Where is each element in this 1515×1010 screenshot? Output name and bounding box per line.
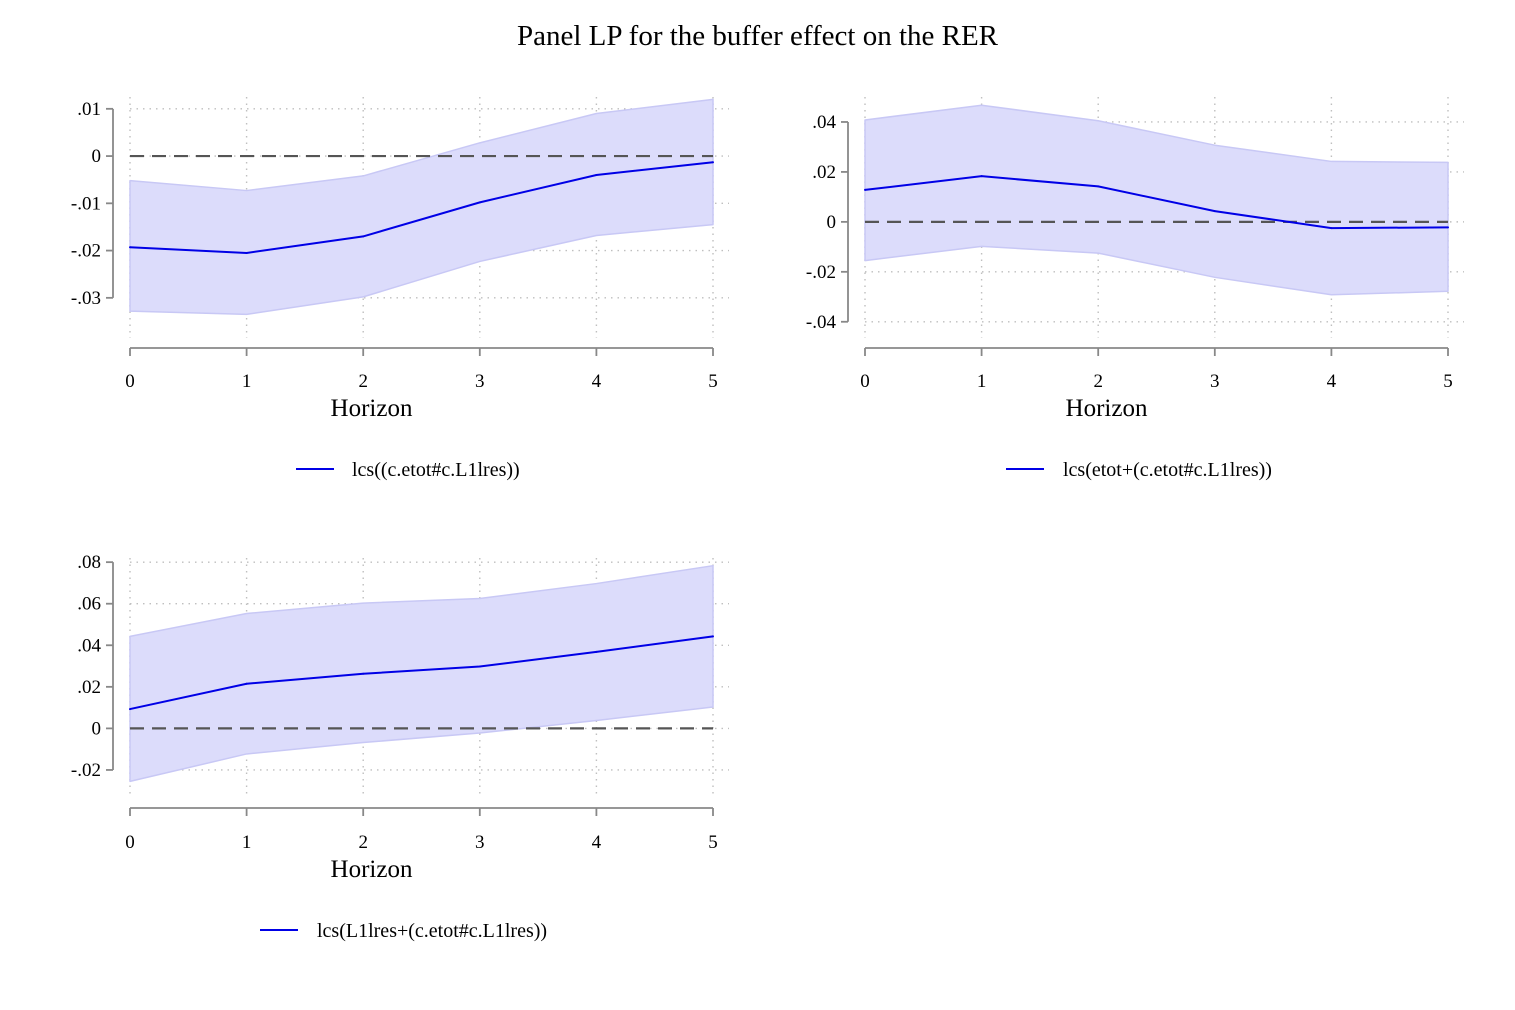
y-tick-label: .06 <box>77 594 101 615</box>
x-tick-label: 5 <box>1443 371 1453 392</box>
series-line-1 <box>864 175 1449 230</box>
y-tick-label: -.02 <box>806 262 836 283</box>
y-tick-label: .08 <box>77 552 101 573</box>
x-tick-label: 3 <box>1210 371 1220 392</box>
series-line-1 <box>129 635 714 711</box>
x-axis-title: Horizon <box>331 395 413 422</box>
y-tick-label: -.04 <box>806 312 837 333</box>
x-tick-label: 5 <box>708 832 718 853</box>
y-tick-label: -.02 <box>71 241 101 262</box>
legend-label: lcs(etot+(c.etot#c.L1lres)) <box>1063 459 1272 481</box>
x-tick-label: 5 <box>708 371 718 392</box>
y-tick-label: 0 <box>92 146 102 167</box>
data-point <box>980 175 983 178</box>
x-tick-label: 0 <box>125 832 135 853</box>
y-tick-label: .04 <box>812 112 836 133</box>
x-tick-label: 2 <box>358 371 368 392</box>
x-tick-label: 1 <box>977 371 987 392</box>
chart-main-title: Panel LP for the buffer effect on the RE… <box>516 20 999 52</box>
x-axis-title: Horizon <box>1066 395 1148 422</box>
legend-label: lcs((c.etot#c.L1lres)) <box>352 459 520 481</box>
data-point <box>129 708 131 711</box>
data-point <box>595 650 598 653</box>
data-point <box>245 251 248 254</box>
y-tick-label: -.01 <box>71 193 101 214</box>
x-tick-label: 2 <box>358 832 368 853</box>
x-axis-title: Horizon <box>331 856 413 883</box>
data-point <box>362 235 365 238</box>
y-tick-label: 0 <box>92 718 102 739</box>
x-tick-label: 1 <box>242 371 252 392</box>
y-tick-label: .01 <box>77 99 101 120</box>
y-tick-label: 0 <box>827 212 837 233</box>
panel-1: .01 0 -.01 -.02 -.03 0 1 2 3 4 5 Horizon lcs((c.etot… <box>71 97 729 481</box>
data-point <box>1213 210 1216 213</box>
y-tick-label: .02 <box>812 162 836 183</box>
data-point <box>595 173 598 176</box>
x-tick-label: 4 <box>1327 371 1337 392</box>
legend-label: lcs(L1lres+(c.etot#c.L1lres)) <box>317 920 547 942</box>
data-point <box>1097 185 1100 188</box>
y-tick-label: .04 <box>77 635 101 656</box>
panel-2: .04 .02 0 -.02 -.04 0 1 2 3 4 5 Horizon lcs(etot+(c.… <box>806 97 1464 481</box>
data-point <box>478 665 481 668</box>
data-point <box>712 161 714 164</box>
data-point <box>864 188 866 191</box>
y-tick-label: -.03 <box>71 288 101 309</box>
confidence-band-1 <box>864 104 1449 296</box>
data-point <box>478 201 481 204</box>
x-tick-label: 4 <box>592 832 602 853</box>
x-tick-label: 2 <box>1093 371 1103 392</box>
x-tick-label: 1 <box>242 832 252 853</box>
panel-3: .08 .06 .04 .02 0 -.02 0 1 2 3 4 5 Horizon lcs(L1lres… <box>71 552 729 942</box>
data-point <box>362 672 365 675</box>
confidence-band-1 <box>129 564 714 783</box>
confidence-band-1 <box>129 98 714 316</box>
data-point <box>1447 226 1449 229</box>
y-tick-label: -.02 <box>71 760 101 781</box>
data-point <box>245 682 248 685</box>
x-tick-label: 3 <box>475 832 485 853</box>
series-line-1 <box>129 161 714 254</box>
y-tick-label: .02 <box>77 677 101 698</box>
data-point <box>129 246 131 249</box>
x-tick-label: 0 <box>860 371 870 392</box>
data-point <box>1330 227 1333 230</box>
x-tick-label: 4 <box>592 371 602 392</box>
data-point <box>712 635 714 638</box>
x-tick-label: 0 <box>125 371 135 392</box>
x-tick-label: 3 <box>475 371 485 392</box>
